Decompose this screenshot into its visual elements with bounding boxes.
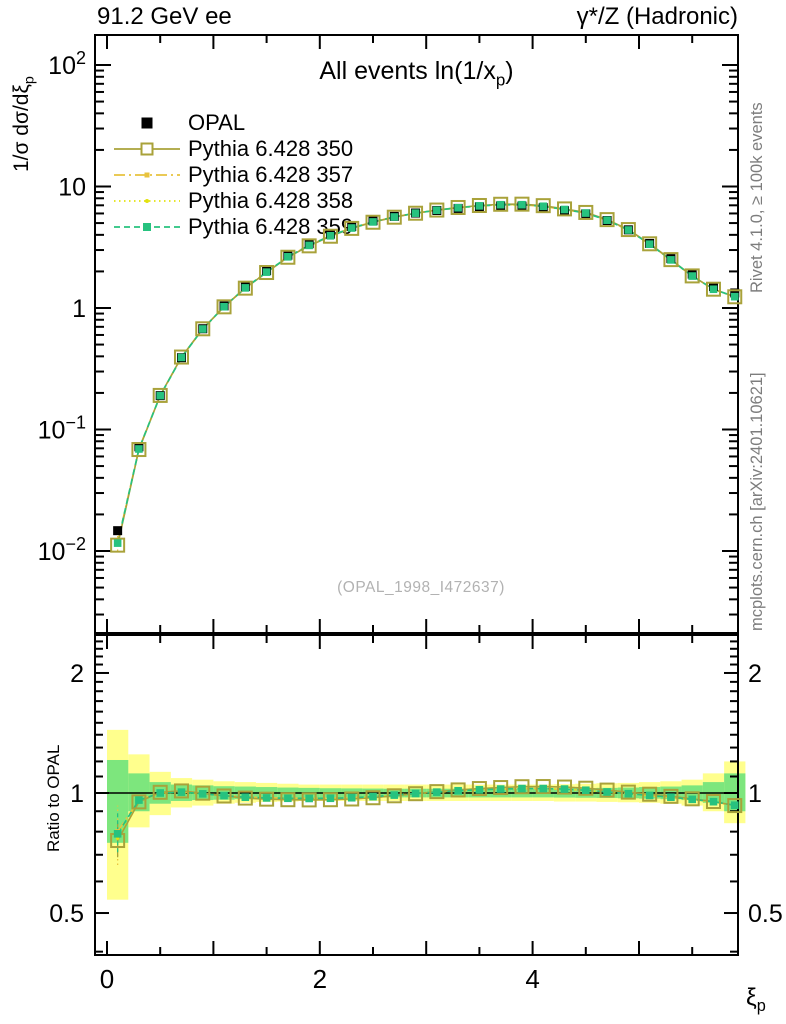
- main-markers: [110, 196, 743, 553]
- svg-text:1: 1: [748, 780, 762, 808]
- svg-text:1: 1: [72, 295, 86, 323]
- legend-item-label: Pythia 6.428 359: [188, 214, 354, 239]
- pythia-350-marker-icon: [114, 142, 180, 156]
- panel-frames: [94, 34, 739, 956]
- svg-text:0.5: 0.5: [748, 900, 783, 928]
- legend-item-pythia-350: Pythia 6.428 350: [112, 136, 353, 162]
- svg-text:1: 1: [70, 780, 84, 808]
- legend-item-label: Pythia 6.428 350: [188, 136, 354, 161]
- legend-item-label: OPAL: [188, 110, 246, 135]
- main-mc-lines: [116, 203, 736, 552]
- opal-marker-icon: [141, 117, 153, 129]
- svg-text:2: 2: [70, 660, 84, 688]
- plot-title: All events ln(1/xp): [319, 57, 514, 90]
- beam-energy-title: 91.2 GeV ee: [97, 3, 232, 30]
- legend-item-pythia-359: Pythia 6.428 359: [112, 214, 353, 240]
- legend-item-label: Pythia 6.428 358: [188, 188, 354, 213]
- process-title: γ*/Z (Hadronic): [576, 3, 738, 30]
- svg-text:10: 10: [58, 174, 86, 202]
- svg-text:10−2: 10−2: [38, 534, 86, 566]
- ratio-markers: [110, 779, 743, 849]
- svg-text:2: 2: [748, 660, 762, 688]
- legend-item-label: Pythia 6.428 357: [188, 162, 354, 187]
- legend: OPAL Pythia 6.428 350 Pythia 6.428 357 Pyth…: [112, 110, 353, 240]
- analysis-id-watermark: (OPAL_1998_I472637): [337, 579, 505, 596]
- pythia-357-marker-icon: [114, 172, 180, 178]
- tick-labels: 10−2 10−1 1 10 102 2 2 1 1 0.5 0.5 0 2 4: [38, 48, 783, 994]
- svg-text:4: 4: [525, 964, 539, 994]
- pythia-359-marker-icon: [114, 223, 180, 231]
- axis-ticks: [96, 36, 737, 954]
- ratio-uncertainty-bands: [107, 729, 746, 900]
- svg-text:0: 0: [100, 964, 114, 994]
- legend-item-pythia-357: Pythia 6.428 357: [112, 162, 353, 188]
- svg-text:2: 2: [313, 964, 327, 994]
- svg-text:10−1: 10−1: [38, 413, 86, 445]
- svg-text:102: 102: [48, 48, 86, 80]
- legend-item-pythia-358: Pythia 6.428 358: [112, 188, 353, 214]
- svg-text:0.5: 0.5: [49, 900, 84, 928]
- x-axis-label: ξp: [746, 984, 766, 1016]
- pythia-358-marker-icon: [114, 199, 180, 203]
- legend-item-opal: OPAL: [112, 110, 353, 136]
